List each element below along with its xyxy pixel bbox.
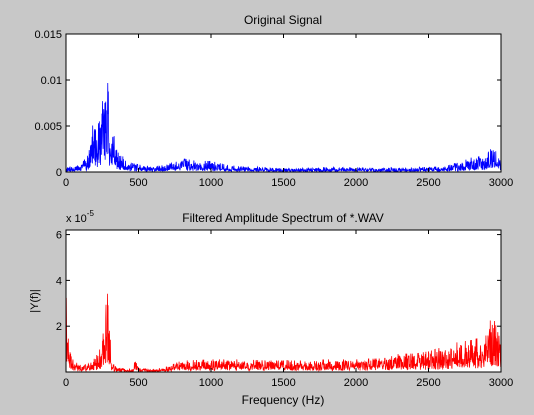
bottom-exponent-label: x 10-5 <box>66 209 94 225</box>
top-xtick-label: 500 <box>129 177 147 189</box>
top-ytick-label: 0.01 <box>41 75 62 87</box>
bottom-chart-title: Filtered Amplitude Spectrum of *.WAV <box>182 211 383 225</box>
bottom-axes-frame <box>65 229 502 373</box>
top-subplot: Original Signal 0 500 1000 1500 2000 2500 3000… <box>34 13 513 189</box>
bottom-ytick-label: 2 <box>56 321 62 333</box>
bottom-plot-area <box>65 229 502 373</box>
bottom-xtick-label: 2500 <box>416 377 440 389</box>
bottom-subplot: Filtered Amplitude Spectrum of *.WAV x 1… <box>29 209 513 407</box>
bottom-xlabel: Frequency (Hz) <box>242 393 325 407</box>
top-xtick-label: 1500 <box>271 177 295 189</box>
top-xtick-label: 2500 <box>416 177 440 189</box>
top-xtick-label: 3000 <box>489 177 513 189</box>
top-xtick-label: 2000 <box>344 177 368 189</box>
top-axes-frame <box>65 33 502 173</box>
bottom-xtick-label: 3000 <box>489 377 513 389</box>
top-plot-area <box>65 33 502 173</box>
top-chart-title: Original Signal <box>244 13 322 27</box>
exponent-power: -5 <box>87 209 95 218</box>
top-ytick-label: 0.015 <box>34 29 62 41</box>
bottom-xtick-label: 500 <box>129 377 147 389</box>
top-axes-group: 0 500 1000 1500 2000 2500 3000 0 0.005 0.01 0.015 <box>34 29 513 189</box>
bottom-axes-group: 0 500 1000 1500 2000 2500 3000 2 4 6 <box>56 229 513 389</box>
top-xtick-label: 0 <box>63 177 69 189</box>
exponent-base: x 10 <box>66 213 87 225</box>
bottom-xtick-label: 1500 <box>271 377 295 389</box>
top-ytick-label: 0.005 <box>34 121 62 133</box>
bottom-xtick-label: 1000 <box>199 377 223 389</box>
top-xtick-label: 1000 <box>199 177 223 189</box>
bottom-ytick-label: 4 <box>56 275 62 287</box>
bottom-ylabel: |Y(f)| <box>29 289 41 312</box>
bottom-xtick-label: 2000 <box>344 377 368 389</box>
bottom-ytick-label: 6 <box>56 230 62 242</box>
top-ytick-label: 0 <box>56 167 62 179</box>
bottom-xtick-label: 0 <box>63 377 69 389</box>
